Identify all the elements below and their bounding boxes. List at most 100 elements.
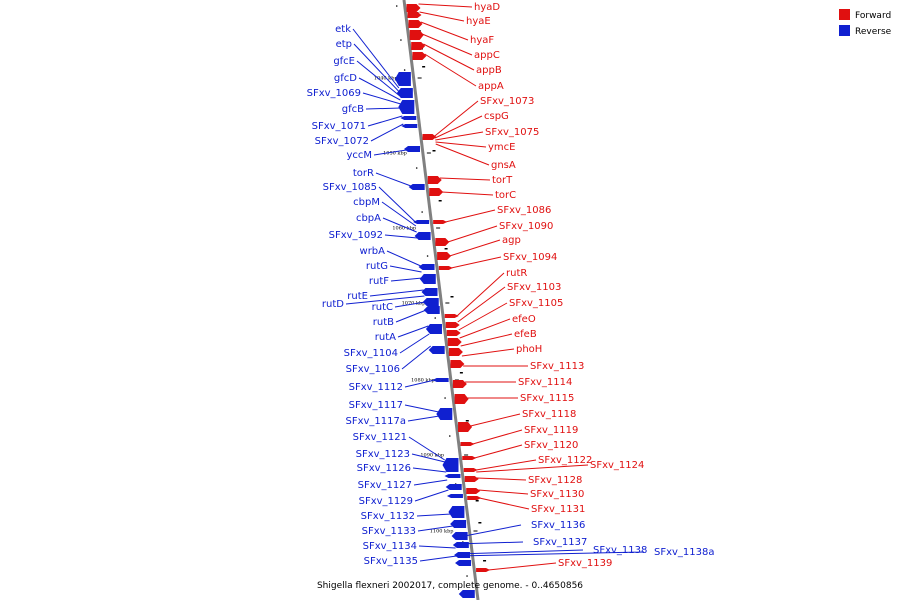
reverse-leader-line (414, 489, 449, 502)
forward-leader-line (460, 333, 513, 347)
reverse-gene-label: SFxv_1127 (358, 480, 412, 491)
reverse-gene-arrow (425, 324, 442, 334)
forward-leader-line (476, 464, 589, 473)
forward-leader-line (421, 33, 473, 56)
reverse-gene-arrow (455, 560, 472, 566)
reverse-leader-line (389, 265, 422, 273)
reverse-leader-line (390, 277, 423, 282)
minor-dot (444, 397, 446, 399)
reverse-gene-label: SFxv_1135 (364, 556, 418, 567)
forward-leader-line (447, 225, 498, 243)
minor-marker (478, 522, 482, 524)
forward-leader-line (449, 239, 501, 257)
reverse-leader-line (413, 479, 448, 486)
forward-leader-line (478, 489, 529, 495)
reverse-gene-label: SFxv_1104 (344, 348, 398, 359)
reverse-leader-line (456, 551, 645, 557)
reverse-gene-arrow (458, 590, 475, 598)
minor-marker (483, 560, 487, 562)
forward-gene-label: torT (492, 175, 513, 186)
reverse-gene-label: rutF (369, 276, 389, 287)
minor-dot (448, 435, 451, 437)
reverse-gene-label: yccM (346, 150, 372, 161)
map-caption: Shigella flexneri 2002017, complete geno… (317, 581, 583, 591)
reverse-gene-arrow (442, 458, 459, 472)
reverse-gene-label: cbpM (353, 197, 380, 208)
reverse-leader-line (356, 60, 401, 97)
forward-gene-label: SFxv_1090 (499, 221, 553, 232)
reverse-gene-label: SFxv_1117a (345, 416, 406, 427)
reverse-leader-line (397, 325, 429, 338)
reverse-leader-line (369, 289, 424, 297)
forward-gene-label: cspG (484, 111, 509, 122)
reverse-leader-line (395, 309, 427, 323)
reverse-gene-arrow (436, 408, 453, 420)
reverse-leader-line (401, 345, 431, 370)
forward-gene-arrow (408, 20, 423, 28)
scale-tick-label: 1050 kbp (383, 151, 407, 157)
reverse-leader-line (353, 43, 400, 93)
reverse-leader-line (345, 295, 425, 305)
forward-leader-line (457, 286, 506, 323)
reverse-gene-arrow (419, 274, 436, 284)
forward-gene-label: SFxv_1130 (530, 489, 584, 500)
reverse-gene-label: SFxv_1136 (531, 520, 585, 531)
reverse-gene-label: etp (336, 39, 352, 50)
forward-gene-label: hyaF (470, 35, 494, 46)
reverse-gene-label: etk (335, 24, 351, 35)
reverse-leader-line (386, 250, 422, 267)
forward-leader-line (435, 131, 484, 141)
forward-leader-line (441, 191, 494, 196)
forward-leader-line (424, 53, 477, 87)
reverse-gene-arrow (422, 298, 439, 306)
forward-gene-arrow (447, 338, 462, 346)
minor-dot (421, 211, 423, 213)
forward-gene-label: SFxv_1124 (590, 460, 644, 471)
reverse-leader-line (417, 525, 453, 532)
forward-gene-label: SFxv_1139 (558, 558, 612, 569)
forward-leader-line (418, 3, 473, 8)
forward-gene-label: hyaE (466, 16, 491, 27)
reverse-gene-label: SFxv_1121 (353, 432, 407, 443)
reverse-gene-arrow (400, 116, 417, 120)
forward-gene-label: SFxv_1118 (522, 409, 576, 420)
forward-leader-line (475, 459, 537, 471)
reverse-gene-label: gfcD (334, 73, 357, 84)
reverse-gene-label: SFxv_1106 (346, 364, 400, 375)
legend-forward-swatch (839, 9, 850, 20)
forward-leader-line (456, 272, 505, 317)
forward-gene-arrow (406, 4, 421, 12)
reverse-leader-line (408, 436, 446, 461)
forward-features (406, 4, 491, 572)
reverse-gene-arrow (446, 494, 463, 498)
forward-gene-label: SFxv_1103 (507, 282, 561, 293)
reverse-leader-line (399, 333, 430, 354)
forward-gene-label: SFxv_1086 (497, 205, 551, 216)
forward-leader-line (472, 429, 523, 445)
reverse-leader-line (365, 107, 402, 110)
reverse-gene-label: SFxv_1092 (329, 230, 383, 241)
forward-gene-label: SFxv_1115 (520, 393, 574, 404)
minor-marker (432, 150, 436, 152)
forward-leader-line (461, 348, 515, 357)
reverse-gene-label: SFxv_1071 (312, 121, 366, 132)
forward-gene-label: SFxv_1119 (524, 425, 578, 436)
minor-dot (395, 5, 398, 7)
forward-gene-label: agp (502, 235, 521, 246)
reverse-gene-arrow (454, 552, 471, 558)
forward-gene-arrow (437, 252, 452, 260)
minor-dot (466, 575, 468, 577)
forward-gene-label: SFxv_1131 (531, 504, 585, 515)
minor-dot (426, 255, 429, 257)
forward-gene-arrow (458, 422, 473, 432)
forward-labels: hyaD hyaE hyaF appC appB appA SFxv_1073 cspG SFx… (418, 2, 644, 571)
reverse-gene-label: rutB (373, 317, 394, 328)
reverse-gene-label: SFxv_1129 (359, 496, 413, 507)
forward-gene-label: SFxv_1094 (503, 252, 557, 263)
reverse-labels: etk etp gfcE gfcD SFxv_1069 gfcB SFxv_1071 SFxv… (307, 24, 715, 567)
reverse-leader-line (373, 149, 407, 156)
minor-marker (422, 66, 426, 68)
minor-marker (465, 420, 469, 422)
forward-gene-label: gnsA (491, 160, 516, 171)
